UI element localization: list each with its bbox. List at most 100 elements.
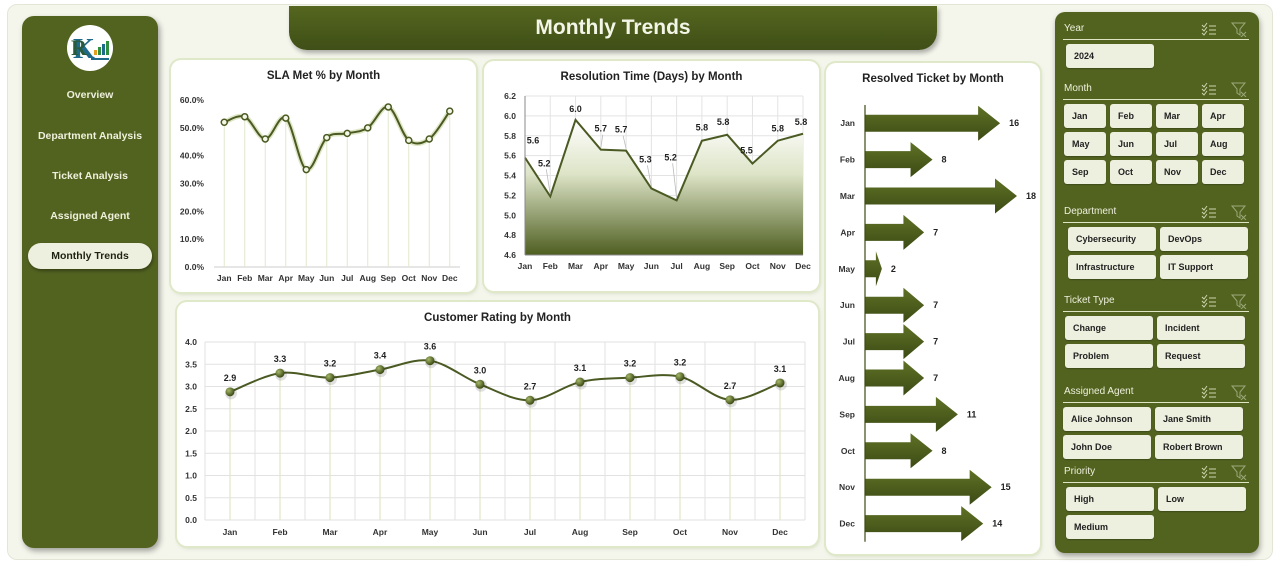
slicer-chip-incident[interactable]: Incident (1157, 316, 1245, 340)
slicer-chip-aug[interactable]: Aug (1202, 132, 1244, 156)
multi-select-icon[interactable] (1201, 465, 1217, 479)
slicer-chip-problem[interactable]: Problem (1065, 344, 1153, 368)
clear-filter-icon[interactable] (1231, 22, 1247, 37)
slicer-label-department: Department (1064, 206, 1117, 217)
data-point[interactable] (384, 103, 392, 111)
data-point[interactable] (302, 165, 310, 174)
slicer-chip-jane-smith[interactable]: Jane Smith (1155, 407, 1243, 431)
clear-filter-icon[interactable] (1231, 465, 1247, 480)
slicer-chip-oct[interactable]: Oct (1110, 160, 1152, 184)
data-point[interactable] (343, 129, 351, 138)
arrow-bar[interactable] (865, 178, 1017, 214)
slicer-chip-medium[interactable]: Medium (1066, 515, 1154, 539)
slicer-chip-robert-brown[interactable]: Robert Brown (1155, 435, 1243, 459)
slicer-header-year: Year (1063, 20, 1249, 40)
nav-monthly-trends[interactable]: Monthly Trends (28, 243, 152, 269)
data-point[interactable] (525, 395, 535, 405)
clear-filter-icon[interactable] (1231, 294, 1247, 309)
multi-select-icon[interactable] (1201, 294, 1217, 308)
data-point[interactable] (405, 136, 413, 145)
slicer-chip-request[interactable]: Request (1157, 344, 1245, 368)
arrow-bar[interactable] (865, 214, 925, 250)
y-tick-label: 0.5 (185, 493, 197, 503)
slicer-chip-feb[interactable]: Feb (1110, 104, 1152, 128)
data-point[interactable] (475, 379, 485, 389)
data-point[interactable] (675, 372, 685, 382)
nav-assigned-agent[interactable]: Assigned Agent (28, 203, 152, 229)
slicer-chip-john-doe[interactable]: John Doe (1063, 435, 1151, 459)
slicer-chip-jun[interactable]: Jun (1110, 132, 1152, 156)
nav-department-analysis[interactable]: Department Analysis (28, 123, 152, 149)
multi-select-icon[interactable] (1201, 385, 1217, 399)
arrow-bar[interactable] (865, 469, 992, 505)
clear-filter-icon[interactable] (1231, 385, 1247, 400)
slicer-chip-devops[interactable]: DevOps (1160, 227, 1248, 251)
arrow-bar[interactable] (865, 396, 958, 432)
slicer-chip-apr[interactable]: Apr (1202, 104, 1244, 128)
slicer-chip-jan[interactable]: Jan (1064, 104, 1106, 128)
data-point[interactable] (282, 114, 290, 122)
multi-select-icon[interactable] (1201, 82, 1217, 96)
x-tick-label: Oct (673, 527, 687, 537)
data-point[interactable] (220, 118, 228, 127)
slicer-chip-cybersecurity[interactable]: Cybersecurity (1068, 227, 1156, 251)
data-point[interactable] (325, 373, 335, 383)
data-point[interactable] (364, 124, 372, 132)
slicer-chip-mar[interactable]: Mar (1156, 104, 1198, 128)
data-point[interactable] (225, 387, 235, 397)
slicer-chip-2024[interactable]: 2024 (1066, 44, 1154, 68)
clear-filter-icon[interactable] (1231, 82, 1247, 97)
data-point[interactable] (775, 378, 785, 388)
x-tick-label: May (422, 527, 439, 537)
clear-filter-icon[interactable] (1231, 205, 1247, 220)
slicer-header-ticket-type: Ticket Type (1063, 292, 1249, 312)
y-tick-label: Jul (843, 337, 855, 347)
x-tick-label: Apr (278, 273, 293, 283)
x-tick-label: Nov (722, 527, 738, 537)
arrow-bar[interactable] (865, 433, 933, 469)
sla-line-chart: 0.0% 10.0% 20.0% 30.0% 40.0% 50.0% 60.0% Jan Feb… (180, 95, 460, 283)
data-point[interactable] (625, 373, 635, 383)
data-point[interactable] (425, 135, 433, 143)
arrow-bar[interactable] (865, 287, 925, 323)
data-point[interactable] (261, 135, 269, 143)
arrow-bar[interactable] (865, 360, 925, 396)
arrow-bar[interactable] (865, 251, 882, 287)
slicer-chip-nov[interactable]: Nov (1156, 160, 1198, 184)
slicer-chip-it-support[interactable]: IT Support (1160, 255, 1248, 279)
data-point[interactable] (241, 112, 249, 121)
sla-chart-title: SLA Met % by Month (266, 70, 381, 82)
nav-overview[interactable]: Overview (28, 82, 152, 108)
slicer-chip-sep[interactable]: Sep (1064, 160, 1106, 184)
slicer-chip-low[interactable]: Low (1158, 487, 1246, 511)
data-point[interactable] (425, 356, 435, 366)
y-tick-label: Oct (841, 446, 855, 456)
data-label: 3.0 (474, 365, 487, 375)
data-point[interactable] (725, 395, 735, 405)
data-label: 18 (1026, 191, 1036, 201)
slicer-chip-infrastructure[interactable]: Infrastructure (1068, 255, 1156, 279)
data-point[interactable] (323, 133, 331, 142)
y-tick-label: Jan (840, 118, 855, 128)
slicer-chip-may[interactable]: May (1064, 132, 1106, 156)
data-point[interactable] (275, 368, 285, 378)
nav-ticket-analysis[interactable]: Ticket Analysis (28, 163, 152, 189)
slicer-chip-alice-johnson[interactable]: Alice Johnson (1063, 407, 1151, 431)
multi-select-icon[interactable] (1201, 205, 1217, 219)
arrow-bar[interactable] (865, 324, 925, 360)
slicer-chip-jul[interactable]: Jul (1156, 132, 1198, 156)
resolution-area-chart: 4.6 4.8 5.0 5.2 5.4 5.6 5.8 6.0 6.2 Jan Feb Mar Apr M… (504, 91, 811, 271)
arrow-bar[interactable] (865, 142, 933, 178)
arrow-bar[interactable] (865, 105, 1001, 141)
slicer-chip-dec[interactable]: Dec (1202, 160, 1244, 184)
y-tick-label: 1.0 (185, 471, 197, 481)
y-tick-label: 40.0% (180, 151, 205, 161)
slicer-chip-high[interactable]: High (1066, 487, 1154, 511)
slicer-chip-change[interactable]: Change (1065, 316, 1153, 340)
arrow-bar[interactable] (865, 506, 984, 542)
data-point[interactable] (375, 365, 385, 375)
data-label: 11 (967, 409, 977, 419)
data-point[interactable] (575, 377, 585, 387)
multi-select-icon[interactable] (1201, 22, 1217, 36)
data-point[interactable] (446, 107, 454, 115)
